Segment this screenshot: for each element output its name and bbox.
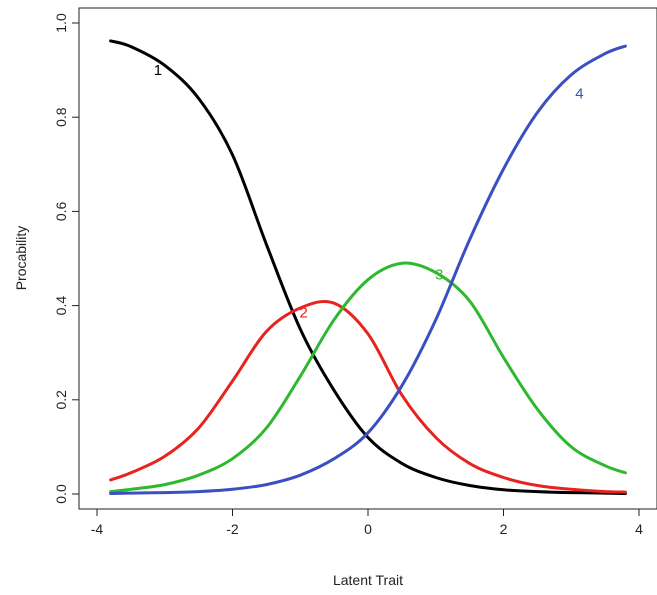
series-label-1: 1 [154,62,162,79]
curves [109,39,627,495]
x-tick-label: 0 [364,521,372,537]
series-line-3 [109,261,627,494]
series-label-4: 4 [575,85,583,102]
y-tick-label: 1.0 [53,13,69,33]
y-tick-label: 0.4 [53,296,69,316]
x-tick-label: -4 [91,521,104,537]
series-label-3: 3 [435,267,443,284]
y-tick-label: 0.2 [53,390,69,410]
x-tick-label: -2 [226,521,239,537]
series-line-4 [109,44,627,495]
series-line-1 [109,39,627,495]
x-axis: -4 -2 0 2 4 [91,509,643,537]
y-tick-label: 0.0 [53,484,69,504]
y-axis: 0.0 0.2 0.4 0.6 0.8 1.0 [53,13,79,504]
curve-labels: 1 2 3 4 [154,62,584,322]
y-tick-label: 0.8 [53,107,69,127]
x-tick-label: 2 [500,521,508,537]
series-line-2 [109,299,627,494]
y-tick-label: 0.6 [53,201,69,221]
x-tick-label: 4 [635,521,643,537]
series-label-2: 2 [299,304,307,321]
y-axis-title: Procability [13,226,29,291]
x-axis-title: Latent Trait [333,572,403,588]
